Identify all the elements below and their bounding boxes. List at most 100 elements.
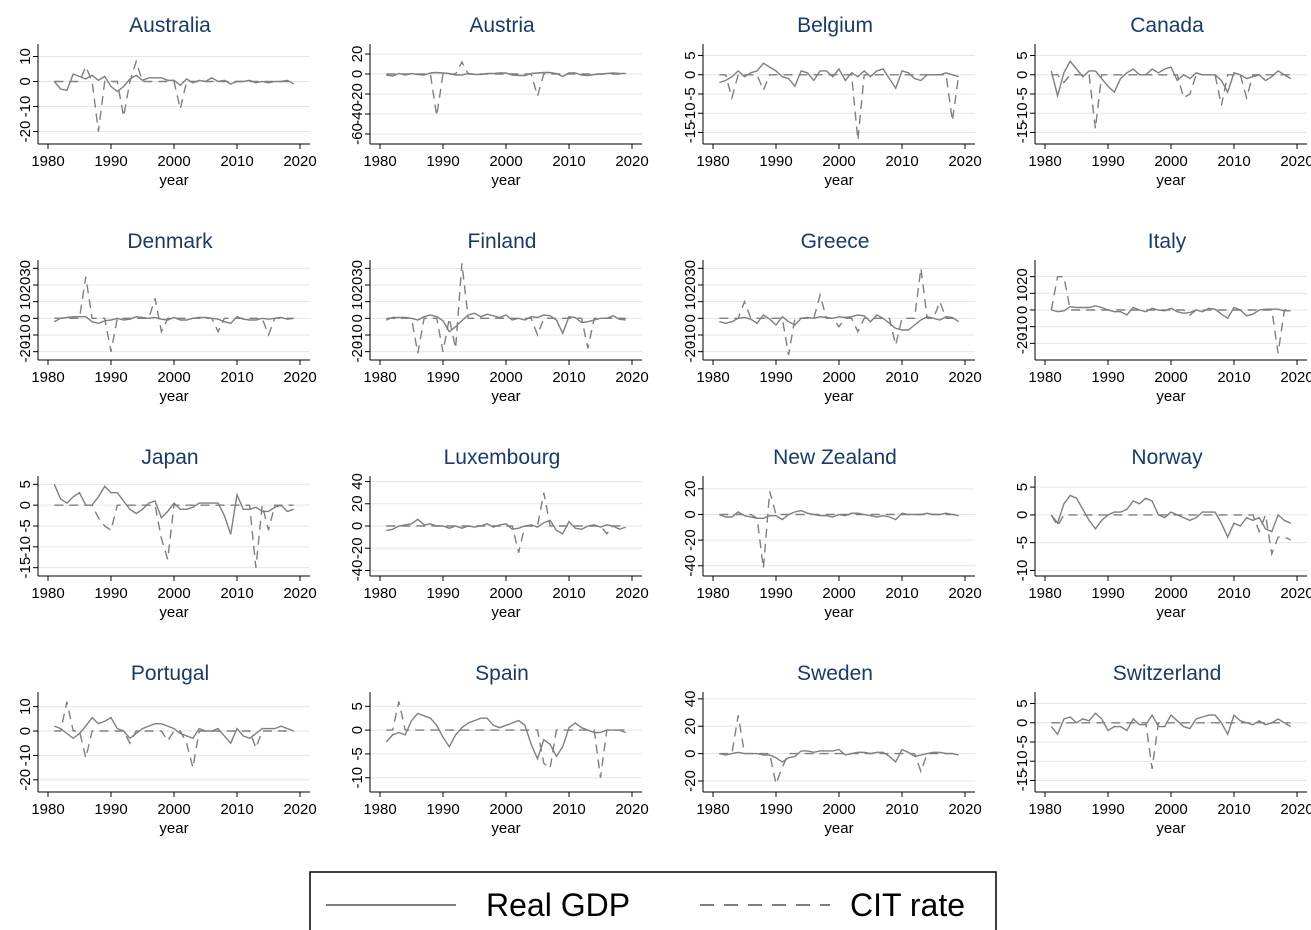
panel-title: Belgium [797, 14, 873, 37]
legend-box [309, 871, 997, 930]
x-tick-label: 2010 [1217, 801, 1250, 818]
y-tick-label: 20 [682, 718, 699, 735]
x-tick-label: 2020 [615, 369, 648, 386]
y-tick-label: -40 [682, 555, 699, 577]
x-axis-label: year [491, 388, 520, 405]
panel-spain: Spain -10 -5 0 5 1980 1990 2000 2010 2020 year [349, 662, 649, 837]
x-tick-label: 1980 [363, 369, 396, 386]
panel-title: Sweden [797, 662, 873, 685]
y-tick-label: 40 [682, 691, 699, 708]
x-tick-label: 1990 [426, 369, 459, 386]
x-tick-label: 2000 [1154, 801, 1187, 818]
y-tick-label: 5 [349, 702, 366, 710]
panel-title: Norway [1131, 446, 1203, 469]
x-tick-label: 1990 [759, 585, 792, 602]
y-tick-label: 0 [682, 510, 699, 518]
x-tick-label: 2010 [1217, 153, 1250, 170]
series-cit-rate [719, 715, 959, 787]
x-tick-label: 1990 [426, 801, 459, 818]
x-tick-label: 2010 [552, 153, 585, 170]
x-tick-label: 2000 [822, 585, 855, 602]
y-tick-label: -20 [17, 121, 34, 143]
y-tick-label: 0 [682, 314, 699, 322]
x-tick-label: 2010 [220, 153, 253, 170]
y-tick-label: -20 [17, 769, 34, 791]
panel-title: Austria [469, 14, 535, 37]
x-tick-label: 2020 [948, 153, 981, 170]
y-tick-label: 20 [349, 495, 366, 512]
x-tick-label: 2000 [157, 585, 190, 602]
y-tick-label: -10 [349, 767, 366, 789]
y-tick-label: 10 [17, 48, 34, 65]
x-tick-label: 2000 [489, 153, 522, 170]
panel-title: Italy [1148, 230, 1187, 253]
x-axis-label: year [1156, 388, 1185, 405]
series-cit-rate [1050, 276, 1291, 354]
x-tick-label: 2000 [1154, 585, 1187, 602]
y-tick-label: 0 [1014, 306, 1031, 314]
y-tick-label: -10 [1014, 316, 1031, 338]
y-tick-label: 0 [349, 314, 366, 322]
x-axis-label: year [824, 388, 853, 405]
panel-belgium: Belgium -15-10 -5 0 5 1980 1990 2000 2010 2020 yea… [682, 14, 982, 189]
series-cit-rate [1050, 512, 1291, 557]
x-axis-label: year [491, 172, 520, 189]
panel-norway: Norway -10 -5 0 5 1980 1990 2000 2010 2020 year [1014, 446, 1311, 621]
series-cit-rate [54, 701, 294, 768]
x-tick-label: 2000 [489, 369, 522, 386]
y-tick-label: -10 [1014, 102, 1031, 124]
x-tick-label: 1990 [94, 585, 127, 602]
series-real-gdp [1050, 60, 1292, 99]
y-tick-label: -5 [1014, 735, 1031, 748]
x-tick-label: 2020 [948, 801, 981, 818]
x-tick-label: 2020 [1280, 153, 1311, 170]
y-tick-label: 5 [1014, 699, 1031, 707]
series-cit-rate [1051, 722, 1291, 769]
y-tick-label: 10 [349, 293, 366, 310]
x-tick-label: 1980 [696, 153, 729, 170]
x-tick-label: 2010 [885, 369, 918, 386]
x-axis-label: year [824, 172, 853, 189]
x-tick-label: 1990 [94, 153, 127, 170]
y-tick-label: -20 [682, 341, 699, 363]
x-tick-label: 1980 [31, 585, 64, 602]
y-tick-label: 0 [1014, 719, 1031, 727]
y-tick-label: -15 [1014, 122, 1031, 144]
x-axis-label: year [159, 604, 188, 621]
x-tick-label: 2010 [220, 585, 253, 602]
y-tick-label: -20 [17, 341, 34, 363]
series-real-gdp [719, 314, 960, 331]
y-tick-label: 0 [1014, 511, 1031, 519]
x-tick-label: 1990 [1091, 585, 1124, 602]
x-tick-label: 2000 [1154, 153, 1187, 170]
y-tick-label: -20 [349, 83, 366, 105]
series-cit-rate [719, 268, 959, 356]
series-cit-rate [54, 59, 294, 132]
y-tick-label: 30 [17, 260, 34, 277]
y-tick-label: 10 [17, 293, 34, 310]
x-axis-label: year [1156, 820, 1185, 837]
x-tick-label: 2020 [283, 369, 316, 386]
series-real-gdp [386, 312, 626, 336]
panel-luxembourg: Luxembourg -40-20 0 20 40 1980 1990 2000 2010 202… [349, 446, 649, 621]
y-tick-label: -5 [349, 747, 366, 760]
panel-title: Switzerland [1113, 662, 1222, 685]
y-tick-label: 0 [17, 314, 34, 322]
y-tick-label: -10 [349, 324, 366, 346]
x-axis-label: year [824, 820, 853, 837]
series-cit-rate [54, 276, 294, 352]
x-axis-label: year [1156, 172, 1185, 189]
y-tick-label: -20 [1014, 332, 1031, 354]
x-tick-label: 2000 [157, 369, 190, 386]
series-real-gdp [719, 748, 959, 764]
x-tick-label: 1990 [1091, 153, 1124, 170]
x-tick-label: 2020 [615, 801, 648, 818]
y-tick-label: 20 [349, 46, 366, 63]
y-tick-label: 0 [349, 70, 366, 78]
y-tick-label: -5 [1014, 87, 1031, 100]
x-tick-label: 2020 [615, 153, 648, 170]
y-tick-label: 0 [682, 749, 699, 757]
